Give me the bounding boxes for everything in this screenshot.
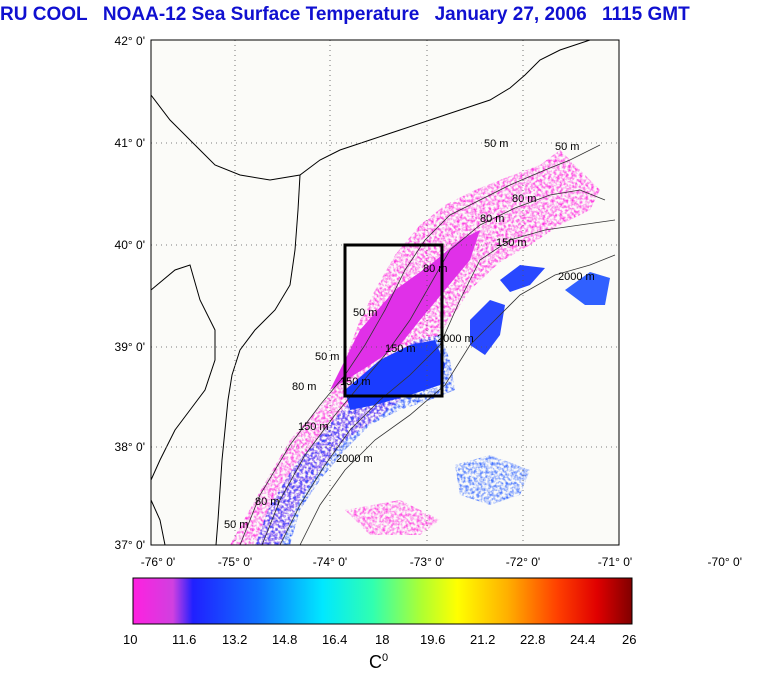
isobath-label: 2000 m [437, 333, 474, 345]
colorbar-tick: 22.8 [520, 632, 546, 647]
colorbar-tick: 10 [123, 632, 138, 647]
isobath-150m [279, 219, 616, 545]
unit-superscript: 0 [382, 652, 389, 664]
colorbar-tick: 21.2 [470, 632, 496, 647]
lon-label: -73° 0' [410, 555, 444, 569]
isobath-50m [239, 144, 601, 545]
map-title: RU COOL NOAA-12 Sea Surface Temperature … [0, 4, 769, 30]
isobath-80m [261, 189, 606, 545]
isobath-label: 50 m [484, 138, 508, 150]
isobath-label: 80 m [480, 213, 504, 225]
lon-label: -74° 0' [313, 555, 347, 569]
isobaths [239, 144, 616, 545]
colorbar-tick: 16.4 [322, 632, 348, 647]
colorbar [132, 577, 633, 625]
isobath-label: 150 m [298, 421, 329, 433]
colorbar-tick: 19.6 [420, 632, 446, 647]
isobath-label: 50 m [224, 519, 248, 531]
graticule [151, 40, 619, 545]
title-time: 1115 GMT [602, 4, 690, 25]
isobath-label: 80 m [292, 381, 316, 393]
lat-label: 38° 0' [115, 440, 145, 454]
sst-blue-patch [455, 455, 530, 505]
lon-label: -72° 0' [506, 555, 540, 569]
coast-north [151, 40, 591, 181]
isobath-label: 50 m [315, 351, 339, 363]
isobath-label-group: 50 m 50 m 80 m 80 m 150 m 2000 m 50 m 80… [224, 138, 595, 531]
isobath-label: 150 m [385, 343, 416, 355]
isobath-label: 150 m [496, 237, 527, 249]
coast-south [151, 499, 166, 545]
lat-label: 39° 0' [115, 340, 145, 354]
colorbar-tick: 24.4 [570, 632, 596, 647]
title-source: RU COOL [0, 4, 88, 25]
lat-label: 37° 0' [115, 538, 145, 552]
longitude-labels: -76° 0' -75° 0' -74° 0' -73° 0' -72° 0' … [141, 555, 742, 569]
lon-label: -75° 0' [218, 555, 252, 569]
isobath-label: 80 m [512, 193, 536, 205]
lon-label: -70° 0' [708, 555, 742, 569]
lon-label: -71° 0' [598, 555, 632, 569]
isobath-label: 150 m [340, 376, 371, 388]
coast-nj [215, 174, 301, 545]
coast-delaware-bay [151, 264, 216, 481]
title-satellite: NOAA-12 Sea Surface Temperature [102, 4, 420, 25]
colorbar-tick: 14.8 [272, 632, 298, 647]
lat-label: 41° 0' [115, 136, 145, 150]
sst-blue-core [345, 340, 445, 410]
coastline [151, 40, 591, 545]
isobath-label: 80 m [423, 263, 447, 275]
colorbar-unit: C0 [369, 652, 388, 673]
unit-label: C [369, 652, 382, 672]
axis-ticks [150, 39, 620, 546]
colorbar-tick: 11.6 [172, 632, 197, 647]
lat-label: 42° 0' [115, 34, 145, 48]
isobath-label: 50 m [555, 141, 579, 153]
sst-blue-eddy-3 [565, 272, 610, 305]
colorbar-tick: 26 [622, 632, 637, 647]
latitude-labels: 42° 0' 41° 0' 40° 0' 39° 0' 38° 0' 37° 0… [115, 34, 145, 552]
isobath-label: 2000 m [336, 453, 373, 465]
sst-magenta-patch [345, 500, 440, 535]
lon-label: -76° 0' [141, 555, 175, 569]
colorbar-tick: 18 [375, 632, 390, 647]
study-area-box [343, 243, 444, 398]
isobath-label: 50 m [353, 307, 377, 319]
sst-blue-eddy-2 [500, 265, 545, 292]
colorbar-tick: 13.2 [222, 632, 248, 647]
title-date: January 27, 2006 [434, 4, 587, 25]
isobath-2000m [299, 254, 616, 545]
isobath-label: 80 m [255, 496, 279, 508]
isobath-label: 2000 m [558, 271, 595, 283]
lat-label: 40° 0' [115, 238, 145, 252]
